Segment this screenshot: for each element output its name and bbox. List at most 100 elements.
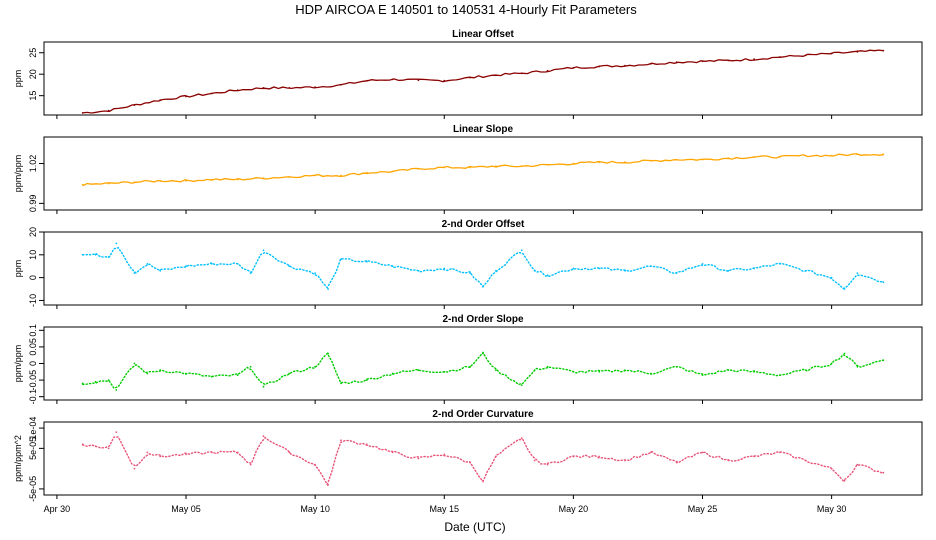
- data-point: [701, 60, 704, 63]
- series-line: [82, 49, 884, 114]
- panel-linear-offset: Linear Offset ppm 15 20 25: [13, 29, 923, 119]
- data-point: [520, 165, 523, 168]
- x-tick-label: May 05: [171, 504, 201, 514]
- data-point: [753, 58, 755, 61]
- data-point: [572, 455, 575, 458]
- series-line: [82, 153, 884, 187]
- series-line: [81, 351, 884, 389]
- data-point: [391, 265, 394, 268]
- x-axis-label: Date (UTC): [444, 520, 505, 534]
- data-point: [546, 164, 549, 166]
- data-point: [882, 281, 885, 284]
- data-point: [133, 181, 136, 184]
- data-point: [546, 463, 549, 466]
- data-point: [417, 79, 420, 82]
- data-point: [314, 272, 316, 274]
- data-point: [650, 63, 652, 65]
- panel-frame: [43, 136, 923, 211]
- data-point: [159, 99, 162, 101]
- data-point: [391, 372, 394, 375]
- data-point: [856, 51, 859, 53]
- data-point: [843, 352, 846, 355]
- y-axis: 15 20 25: [28, 48, 44, 101]
- data-point: [598, 455, 601, 458]
- data-point: [856, 463, 859, 466]
- data-point: [236, 374, 239, 376]
- data-point: [185, 265, 187, 268]
- data-point: [727, 157, 730, 160]
- data-point: [469, 272, 471, 274]
- data-point: [327, 288, 329, 290]
- data-point: [443, 370, 446, 373]
- data-point: [133, 362, 136, 365]
- data-point: [753, 156, 755, 158]
- data-point: [249, 365, 252, 368]
- data-point: [650, 372, 652, 375]
- data-point: [701, 374, 704, 376]
- data-point: [598, 267, 601, 270]
- data-point: [81, 112, 84, 114]
- data-point: [159, 269, 162, 272]
- data-point: [843, 288, 846, 290]
- data-point: [701, 158, 704, 161]
- data-point: [249, 272, 252, 274]
- data-point: [159, 455, 162, 458]
- y-tick-label: 1.02: [28, 155, 38, 173]
- data-point: [365, 79, 368, 82]
- data-point: [856, 153, 859, 156]
- data-point: [340, 174, 342, 177]
- data-point: [495, 269, 497, 272]
- data-point: [598, 65, 601, 68]
- data-point: [675, 272, 678, 274]
- data-point: [340, 439, 342, 442]
- data-point: [753, 370, 755, 373]
- data-point: [804, 54, 807, 57]
- panel-title: 2-nd Order Curvature: [432, 409, 534, 420]
- data-point: [650, 265, 652, 268]
- data-point: [288, 372, 291, 375]
- data-point: [81, 382, 84, 385]
- data-point: [365, 171, 368, 174]
- data-point: [856, 365, 859, 368]
- data-point: [572, 162, 575, 165]
- data-point: [469, 365, 471, 368]
- data-point: [779, 263, 781, 265]
- panel-title: 2-nd Order Offset: [442, 219, 525, 230]
- x-tick-label: Apr 30: [44, 504, 71, 514]
- data-point: [185, 453, 187, 456]
- data-point: [417, 168, 420, 170]
- panel-frame: [43, 421, 923, 496]
- data-point: [94, 445, 97, 448]
- data-point: [495, 74, 497, 76]
- data-point: [572, 267, 575, 270]
- data-point: [159, 369, 162, 371]
- data-point: [533, 369, 536, 371]
- y-axis-label: ppm/ppm^2: [13, 435, 23, 482]
- data-point: [262, 385, 265, 388]
- x-tick-label: May 15: [430, 504, 460, 514]
- data-point: [288, 451, 291, 454]
- data-point: [495, 455, 497, 458]
- data-point: [391, 78, 394, 81]
- y-tick-label: 15: [28, 91, 38, 101]
- data-point: [115, 431, 118, 433]
- data-point: [546, 365, 549, 368]
- data-point: [262, 435, 265, 438]
- data-point: [211, 263, 213, 265]
- data-point: [146, 263, 149, 265]
- y-tick-label: -10: [28, 294, 38, 307]
- data-point: [533, 269, 536, 272]
- data-point: [133, 104, 136, 106]
- panel-2nd-order-curvature: 2-nd Order Curvature ppm/ppm^2 -5e-05 5e-…: [13, 409, 923, 502]
- data-point: [624, 161, 626, 164]
- data-point: [211, 375, 213, 378]
- data-point: [81, 183, 84, 186]
- data-point: [288, 175, 291, 178]
- data-point: [115, 242, 118, 245]
- data-point: [236, 263, 239, 265]
- x-tick-label: May 30: [817, 504, 847, 514]
- data-point: [469, 166, 471, 169]
- data-point: [107, 182, 110, 185]
- data-point: [211, 451, 213, 454]
